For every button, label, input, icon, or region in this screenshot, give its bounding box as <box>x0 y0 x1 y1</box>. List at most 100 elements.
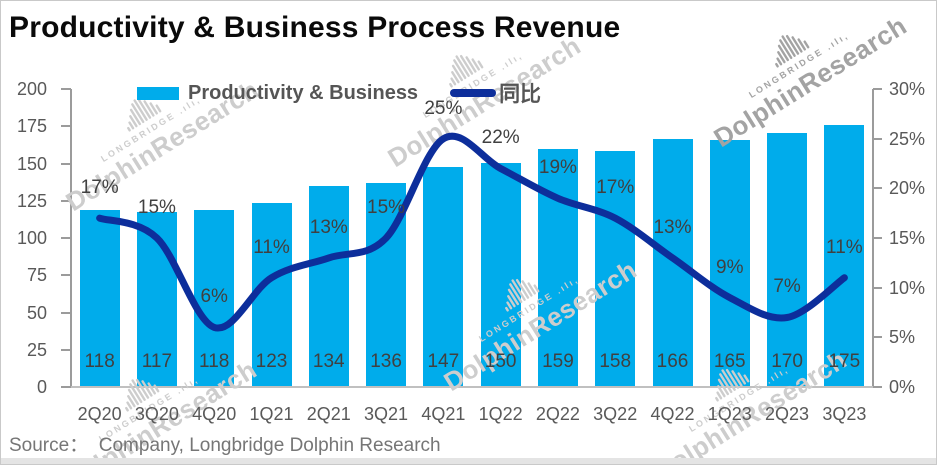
x-axis-label: 2Q23 <box>765 404 810 424</box>
y-axis-left-tick <box>61 311 71 314</box>
yoy-label: 17% <box>80 177 119 199</box>
y-axis-label-left: 100 <box>16 228 47 248</box>
y-axis-label-right: 15% <box>889 228 926 248</box>
bar-value-label: 159 <box>542 351 574 372</box>
x-axis-label: 4Q20 <box>192 404 237 424</box>
y-axis-left-tick <box>61 386 71 388</box>
revenue-bar <box>423 166 464 386</box>
bottom-strip <box>1 458 936 464</box>
yoy-label: 6% <box>200 286 228 308</box>
y-axis-right-tick <box>873 187 882 190</box>
y-axis-label-left: 200 <box>16 79 47 99</box>
y-axis-right-tick <box>873 137 882 140</box>
x-axis-label: 4Q21 <box>421 404 466 424</box>
yoy-label: 11% <box>253 236 290 258</box>
watermark-name: DolphinResearch <box>438 254 642 397</box>
y-axis-label-left: 175 <box>16 116 47 137</box>
legend-label-yoy: 同比 <box>499 83 542 106</box>
watermark-brand: LONGBRIDGE .ılı, <box>747 30 851 100</box>
y-axis-label-left: 125 <box>16 190 47 211</box>
revenue-bar <box>194 210 235 386</box>
y-axis-label-right: 20% <box>889 178 926 199</box>
yoy-label: 17% <box>596 177 635 199</box>
dolphin-logo-icon <box>449 54 484 88</box>
yoy-label: 11% <box>826 236 863 258</box>
y-axis-label-right: 10% <box>889 277 926 298</box>
yoy-label: 15% <box>137 197 176 218</box>
y-axis-left-line <box>70 89 72 388</box>
x-axis-label: 3Q20 <box>134 404 179 424</box>
watermark-name: DolphinResearch <box>382 30 586 173</box>
bar-value-label: 166 <box>656 351 689 372</box>
yoy-line-path <box>96 132 848 332</box>
dolphin-logo-icon <box>125 378 160 412</box>
dolphin-logo-icon <box>505 278 540 312</box>
chart-title: Productivity & Business Process Revenue <box>9 11 621 44</box>
revenue-bar <box>79 210 120 386</box>
y-axis-right-tick <box>873 386 882 388</box>
revenue-bar <box>537 149 578 386</box>
revenue-bar <box>652 138 693 386</box>
y-axis-label-left: 0 <box>36 377 47 397</box>
x-axis-label: 4Q22 <box>650 404 695 424</box>
bar-value-label: 165 <box>713 351 746 372</box>
bar-series-swatch <box>137 86 179 100</box>
y-axis-right-line <box>872 89 874 388</box>
yoy-label: 25% <box>424 97 463 119</box>
bar-value-label: 175 <box>828 351 861 372</box>
x-axis-label: 2Q21 <box>306 404 351 424</box>
bar-value-label: 118 <box>199 351 230 372</box>
watermark-tile: LONGBRIDGE .ılı, DolphinResearch <box>39 40 264 218</box>
x-axis-label: 2Q20 <box>77 404 122 424</box>
y-axis-label-left: 150 <box>16 153 47 174</box>
legend-item-yoy: 同比 <box>450 78 541 108</box>
y-axis-right-tick <box>873 286 882 289</box>
x-axis-label: 1Q23 <box>707 404 752 424</box>
bar-value-label: 170 <box>771 351 803 372</box>
bar-value-label: 123 <box>255 351 288 372</box>
revenue-bar <box>366 183 407 386</box>
x-axis-label: 3Q21 <box>364 404 409 424</box>
y-axis-right-tick <box>873 336 882 339</box>
legend-label-revenue: Productivity & Business <box>188 81 419 104</box>
y-axis-left-tick <box>61 348 71 351</box>
y-axis-right-tick <box>873 237 882 239</box>
watermark-brand: LONGBRIDGE .ılı, <box>687 364 791 434</box>
watermark-tile: LONGBRIDGE .ılı, DolphinResearch <box>627 310 852 464</box>
bar-value-label: 147 <box>427 351 460 372</box>
y-axis-label-left: 25 <box>26 339 47 360</box>
x-axis-label: 1Q21 <box>249 404 294 424</box>
watermark-name: DolphinResearch <box>708 10 912 153</box>
y-axis-label-right: 25% <box>889 128 926 149</box>
watermark-tile: LONGBRIDGE .ılı, DolphinResearch <box>687 1 912 154</box>
x-axis-label: 3Q23 <box>822 404 867 424</box>
x-axis-label: 1Q22 <box>478 404 523 424</box>
y-axis-left-tick <box>61 162 71 165</box>
bar-value-label: 118 <box>84 351 115 372</box>
x-axis-line <box>70 386 875 388</box>
y-axis-label-left: 50 <box>26 302 47 323</box>
revenue-bar <box>824 125 865 386</box>
watermark-tile: LONGBRIDGE .ılı, DolphinResearch <box>417 220 642 398</box>
x-axis-label: 3Q22 <box>593 404 638 424</box>
yoy-label: 9% <box>716 256 744 278</box>
y-axis-left-tick <box>61 237 71 239</box>
y-axis-left-tick <box>61 199 71 202</box>
dolphin-logo-icon <box>715 368 750 402</box>
x-axis-label: 2Q22 <box>535 404 580 424</box>
bar-value-label: 150 <box>484 351 517 372</box>
legend: Productivity & Business 同比 <box>137 78 541 108</box>
revenue-bar <box>308 186 349 386</box>
bar-value-label: 136 <box>370 351 402 372</box>
y-axis-left-tick <box>61 125 71 128</box>
y-axis-label-right: 0% <box>889 377 916 397</box>
y-axis-right-tick <box>873 88 882 90</box>
yoy-label: 15% <box>367 197 406 218</box>
bar-value-label: 134 <box>312 351 345 372</box>
